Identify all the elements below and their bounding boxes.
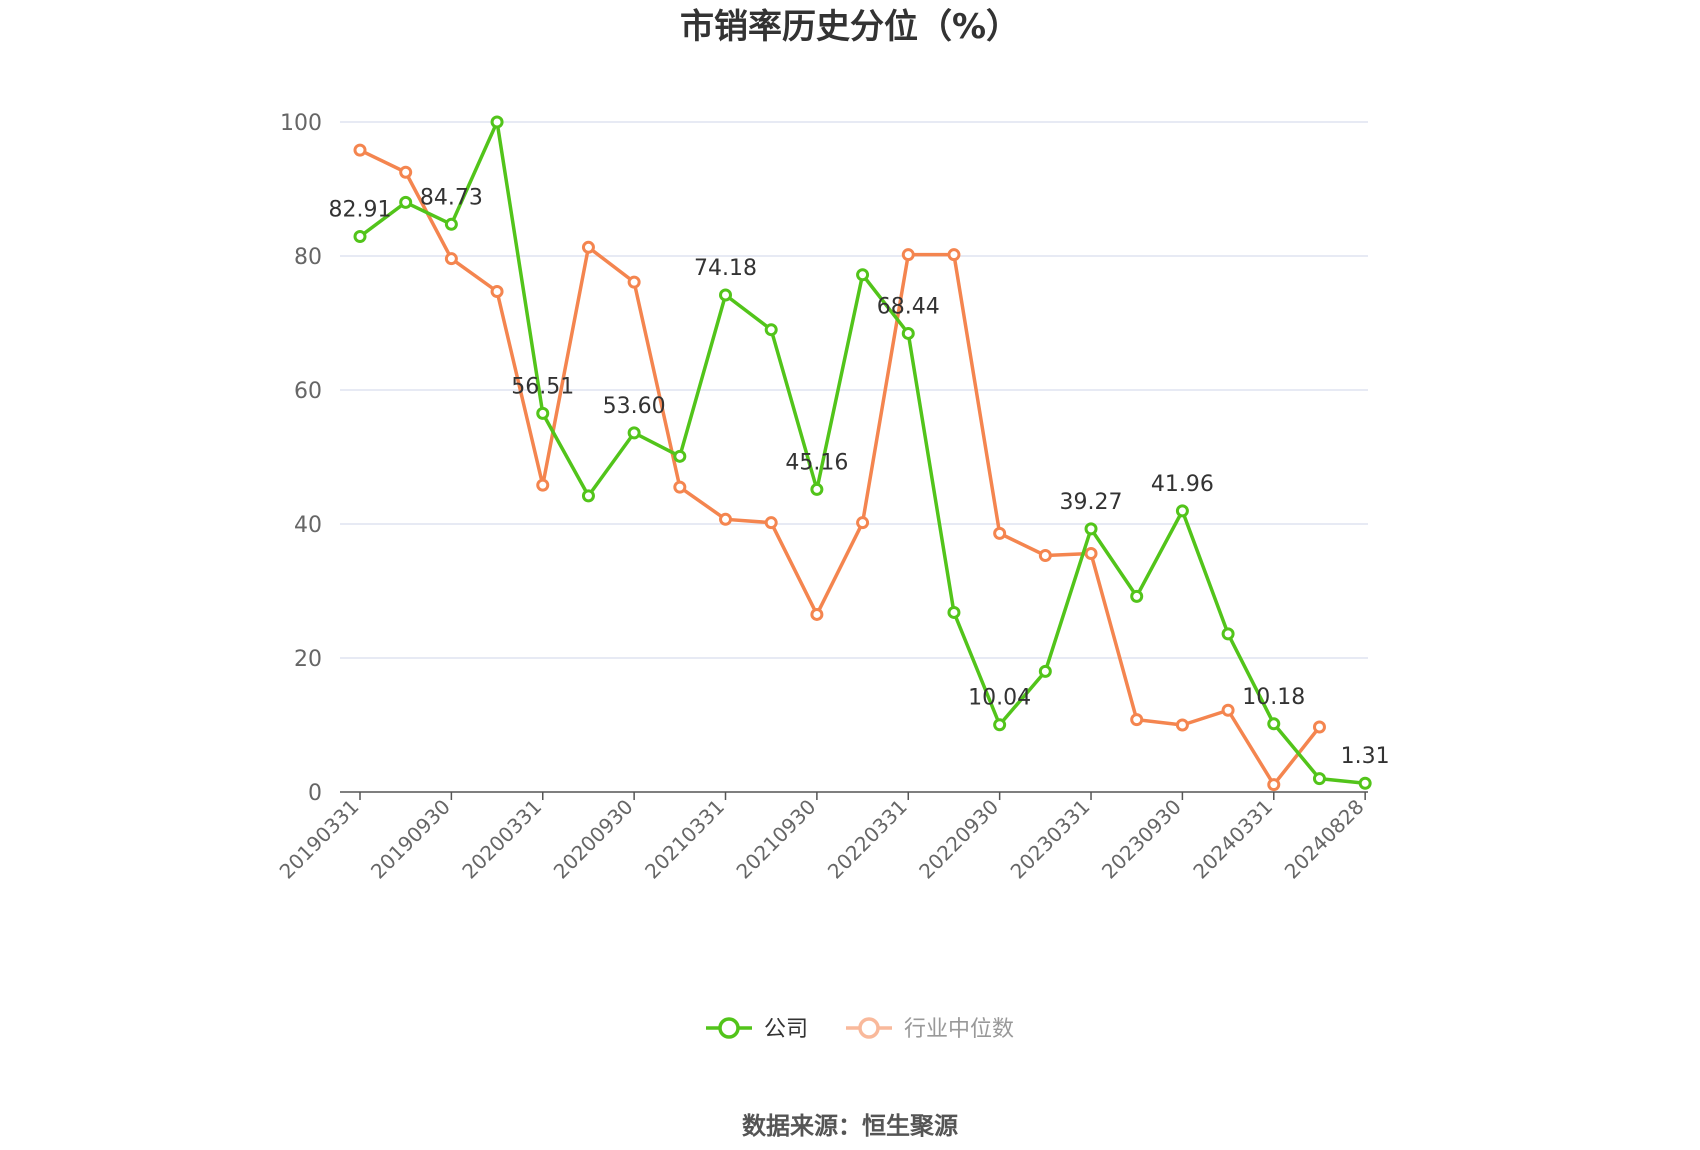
data-point-industry-median[interactable] xyxy=(1084,546,1098,560)
y-tick-label: 0 xyxy=(308,781,322,806)
y-tick-label: 60 xyxy=(294,379,322,404)
data-label-company: 74.18 xyxy=(694,256,757,281)
data-point-company[interactable] xyxy=(490,115,504,129)
y-tick-label: 40 xyxy=(294,513,322,538)
data-point-company[interactable] xyxy=(1084,522,1098,536)
data-point-company[interactable] xyxy=(1312,772,1326,786)
data-point-industry-median[interactable] xyxy=(856,516,870,530)
data-point-company[interactable] xyxy=(536,406,550,420)
data-point-company[interactable] xyxy=(581,489,595,503)
data-point-company[interactable] xyxy=(764,323,778,337)
data-point-company[interactable] xyxy=(901,326,915,340)
data-label-company: 68.44 xyxy=(877,294,940,319)
series-line-industry-median xyxy=(359,148,1321,787)
data-point-company[interactable] xyxy=(1130,589,1144,603)
data-point-industry-median[interactable] xyxy=(810,607,824,621)
data-point-company[interactable] xyxy=(353,230,367,244)
data-point-industry-median[interactable] xyxy=(1221,703,1235,717)
data-label-company: 84.73 xyxy=(420,185,483,210)
data-point-company[interactable] xyxy=(673,449,687,463)
data-label-company: 1.31 xyxy=(1341,744,1390,769)
data-point-company[interactable] xyxy=(1267,717,1281,731)
data-point-industry-median[interactable] xyxy=(444,252,458,266)
data-point-industry-median[interactable] xyxy=(536,478,550,492)
data-point-industry-median[interactable] xyxy=(581,240,595,254)
data-point-company[interactable] xyxy=(856,268,870,282)
x-tick-label: 20240331 xyxy=(1188,795,1277,884)
data-point-industry-median[interactable] xyxy=(719,512,733,526)
legend-label: 行业中位数 xyxy=(904,1017,1014,1042)
data-point-industry-median[interactable] xyxy=(1130,713,1144,727)
data-point-industry-median[interactable] xyxy=(490,285,504,299)
x-tick-label: 20190930 xyxy=(366,795,455,884)
data-label-company: 10.18 xyxy=(1242,685,1305,710)
x-tick-label: 20220331 xyxy=(823,795,912,884)
x-tick-label: 20230331 xyxy=(1006,795,1095,884)
data-point-industry-median[interactable] xyxy=(1038,548,1052,562)
source-note: 数据来源：恒生聚源 xyxy=(742,1112,958,1140)
x-tick-label: 20210930 xyxy=(731,795,820,884)
legend-item-industry-median[interactable]: 行业中位数 xyxy=(846,1017,1014,1042)
data-label-company: 41.96 xyxy=(1151,472,1214,497)
data-point-company[interactable] xyxy=(719,288,733,302)
data-point-industry-median[interactable] xyxy=(901,248,915,262)
x-tick-label: 20200930 xyxy=(549,795,638,884)
data-point-industry-median[interactable] xyxy=(1312,720,1326,734)
data-label-company: 45.16 xyxy=(785,450,848,475)
data-point-company[interactable] xyxy=(444,217,458,231)
data-point-industry-median[interactable] xyxy=(1175,718,1189,732)
y-tick-label: 20 xyxy=(294,647,322,672)
x-tick-label: 20210331 xyxy=(640,795,729,884)
legend[interactable]: 公司 行业中位数 xyxy=(706,1017,1014,1042)
x-tick-label: 20200331 xyxy=(457,795,546,884)
legend-item-company[interactable]: 公司 xyxy=(706,1017,808,1042)
legend-swatch-marker xyxy=(718,1017,740,1039)
data-point-company[interactable] xyxy=(627,426,641,440)
data-point-industry-median[interactable] xyxy=(399,165,413,179)
data-label-company: 10.04 xyxy=(968,686,1031,711)
data-point-company[interactable] xyxy=(1358,776,1372,790)
data-point-company[interactable] xyxy=(399,195,413,209)
axes: 0 20 40 60 80 100 20190331 20190930 20200331 2020… xyxy=(275,111,1369,884)
data-point-industry-median[interactable] xyxy=(353,143,367,157)
x-tick-label: 20240828 xyxy=(1280,795,1369,884)
legend-swatch-marker xyxy=(858,1017,880,1039)
data-point-industry-median[interactable] xyxy=(764,516,778,530)
data-point-company[interactable] xyxy=(1221,627,1235,641)
data-point-company[interactable] xyxy=(993,718,1007,732)
data-point-industry-median[interactable] xyxy=(993,526,1007,540)
chart-title: 市销率历史分位（%） xyxy=(680,7,1020,47)
x-tick-label: 20190331 xyxy=(275,795,364,884)
data-point-company[interactable] xyxy=(1038,664,1052,678)
series-layer xyxy=(353,115,1372,792)
data-labels: 82.91 84.73 56.51 53.60 74.18 45.16 68.44 10.04… xyxy=(329,185,1390,769)
data-label-company: 82.91 xyxy=(329,198,392,223)
y-tick-label: 100 xyxy=(280,111,322,136)
data-point-industry-median[interactable] xyxy=(673,480,687,494)
data-point-company[interactable] xyxy=(947,605,961,619)
x-tick-label: 20220930 xyxy=(914,795,1003,884)
data-point-industry-median[interactable] xyxy=(947,248,961,262)
data-label-company: 39.27 xyxy=(1060,490,1123,515)
x-tick-label: 20230930 xyxy=(1097,795,1186,884)
data-label-company: 53.60 xyxy=(603,394,666,419)
series-line-company xyxy=(358,120,1366,785)
data-point-industry-median[interactable] xyxy=(1267,778,1281,792)
data-point-company[interactable] xyxy=(1175,504,1189,518)
legend-label: 公司 xyxy=(764,1017,808,1042)
data-label-company: 56.51 xyxy=(511,374,574,399)
data-point-industry-median[interactable] xyxy=(627,275,641,289)
grid-lines xyxy=(340,121,1368,659)
data-point-company[interactable] xyxy=(810,482,824,496)
y-tick-label: 80 xyxy=(294,245,322,270)
